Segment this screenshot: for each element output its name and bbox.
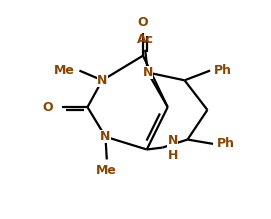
Text: Ac: Ac bbox=[137, 33, 154, 46]
Text: O: O bbox=[43, 101, 53, 114]
Text: N: N bbox=[143, 66, 153, 79]
Text: N: N bbox=[97, 74, 107, 87]
Text: N
H: N H bbox=[167, 134, 178, 162]
Text: Ph: Ph bbox=[217, 137, 235, 150]
Text: Me: Me bbox=[96, 164, 117, 177]
Text: Ph: Ph bbox=[214, 64, 232, 77]
Text: N: N bbox=[100, 130, 111, 143]
Text: O: O bbox=[138, 16, 148, 29]
Text: Me: Me bbox=[53, 64, 74, 77]
